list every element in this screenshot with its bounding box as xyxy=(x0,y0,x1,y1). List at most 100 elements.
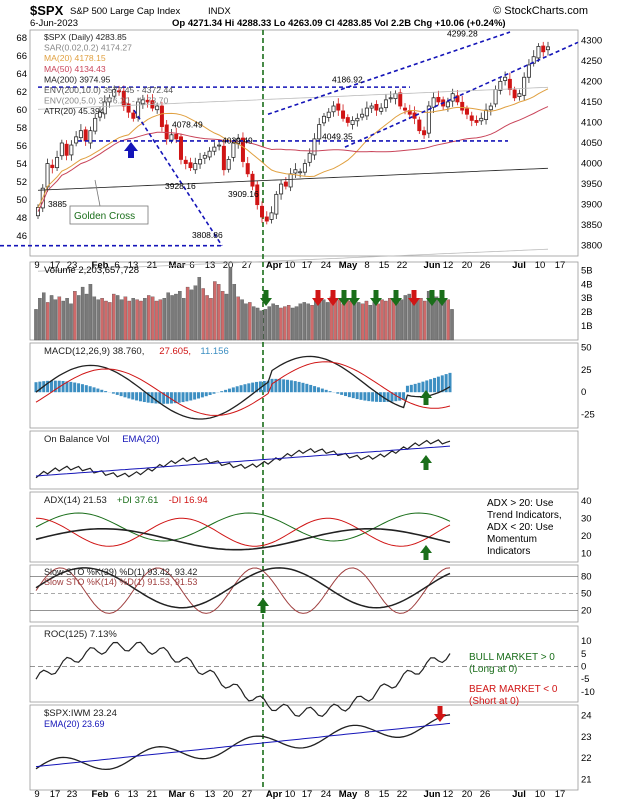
price-tick-label: 3900 xyxy=(581,200,602,211)
volume-bar xyxy=(263,309,268,341)
candle-body xyxy=(255,184,260,206)
x-tick-label-top: 24 xyxy=(321,260,332,271)
volume-bar xyxy=(115,295,120,341)
macd-histogram-bar xyxy=(278,379,282,393)
volume-bar xyxy=(290,307,295,341)
x-tick-label-bottom: 24 xyxy=(321,789,332,800)
x-tick-label-bottom: Mar xyxy=(169,789,186,800)
candle-body xyxy=(102,101,107,115)
down-arrow-icon xyxy=(436,290,448,306)
x-tick-label-top: 17 xyxy=(50,260,61,271)
volume-bar xyxy=(84,293,89,341)
volume-bar xyxy=(34,309,38,341)
candle-body xyxy=(221,145,226,171)
candle-body xyxy=(455,95,460,103)
volume-bar xyxy=(154,300,159,341)
candle-body xyxy=(188,162,193,169)
volume-bar xyxy=(345,298,349,341)
roc-tick-label: -10 xyxy=(581,687,595,698)
macd-histogram-bar xyxy=(146,392,150,403)
macd-histogram-bar xyxy=(208,392,212,395)
golden-cross-pointer xyxy=(94,179,101,207)
candle-body xyxy=(383,99,388,109)
volume-bar xyxy=(423,300,427,341)
chart-name: S&P 500 Large Cap Index xyxy=(70,6,180,17)
volume-bar xyxy=(399,299,404,341)
candle-body xyxy=(245,163,250,175)
roc-tick-label: 5 xyxy=(581,649,586,660)
volume-bar xyxy=(321,299,326,341)
macd-histogram-bar xyxy=(100,389,104,393)
ratio-tick-label: 24 xyxy=(581,711,592,722)
bear-market-note: (Short at 0) xyxy=(469,696,519,707)
volume-bar xyxy=(426,291,431,341)
macd-histogram-bar xyxy=(142,392,146,403)
macd-histogram-bar xyxy=(316,387,320,393)
candle-body xyxy=(217,144,222,147)
ratio-tick-label: 21 xyxy=(581,774,592,785)
price-tick-label: 4150 xyxy=(581,97,602,108)
candle-body xyxy=(107,97,112,103)
golden-cross-label: Golden Cross xyxy=(74,211,135,222)
up-arrow-icon xyxy=(257,598,269,613)
macd-histogram-bar xyxy=(119,392,123,397)
candle-body xyxy=(298,171,303,174)
macd-histogram-bar xyxy=(282,379,286,393)
price-tick-label: 4200 xyxy=(581,76,602,87)
channel-bottom-line xyxy=(344,41,579,148)
price-tick-label: 4100 xyxy=(581,117,602,128)
volume-bar xyxy=(283,306,287,341)
down-arrow-icon xyxy=(348,290,360,306)
candle-body xyxy=(126,103,131,113)
env5-upper-line xyxy=(37,86,549,110)
macd-histogram-bar xyxy=(53,380,57,393)
channel-top-line xyxy=(267,31,511,115)
macd-histogram-bar xyxy=(135,392,139,401)
panel-frame xyxy=(29,430,579,490)
candle-body xyxy=(131,112,136,119)
candle-body xyxy=(360,113,365,118)
macd-histogram-bar xyxy=(193,392,197,400)
x-tick-label-top: Jun xyxy=(424,260,441,271)
macd-line xyxy=(35,355,451,420)
volume-bar xyxy=(302,302,307,341)
chart-symbol: $SPX xyxy=(30,3,64,18)
volume-bar xyxy=(380,299,384,341)
volume-bar xyxy=(391,300,396,341)
volume-bar xyxy=(236,296,240,341)
macd-histogram-bar xyxy=(367,392,371,402)
candle-body xyxy=(326,111,331,118)
candle-body xyxy=(78,130,83,139)
x-tick-label-top: 21 xyxy=(147,260,158,271)
volume-bar xyxy=(123,296,128,341)
candle-body xyxy=(336,103,341,111)
macd-histogram-bar xyxy=(409,384,413,393)
candle-body xyxy=(93,117,98,132)
sto-tick-label: 50 xyxy=(581,589,592,600)
x-tick-label-bottom: 17 xyxy=(302,789,313,800)
volume-bar xyxy=(407,293,411,341)
macd-histogram-bar xyxy=(421,381,425,393)
volume-bar xyxy=(100,298,104,341)
macd-histogram-bar xyxy=(324,389,328,393)
candle-body xyxy=(541,45,546,53)
candle-body xyxy=(422,130,427,136)
down-arrow-icon xyxy=(260,290,272,306)
macd-histogram-bar xyxy=(425,380,429,393)
candle-body xyxy=(64,143,69,156)
candle-body xyxy=(45,163,50,188)
macd-histogram-bar xyxy=(289,380,293,393)
volume-bar xyxy=(38,298,42,341)
macd-histogram-bar xyxy=(251,382,255,393)
volume-bar xyxy=(384,300,388,341)
atr-tick-label: 46 xyxy=(16,231,27,242)
macd-histogram-bar xyxy=(285,379,289,393)
atr-tick-label: 54 xyxy=(16,159,27,170)
macd-histogram-bar xyxy=(266,380,270,393)
candle-body xyxy=(117,90,122,93)
volume-bar xyxy=(57,296,62,341)
volume-bar xyxy=(388,298,392,341)
price-annotation: 4039.49 xyxy=(222,135,253,145)
sto14-line xyxy=(35,567,451,614)
macd-histogram-bar xyxy=(34,382,38,393)
